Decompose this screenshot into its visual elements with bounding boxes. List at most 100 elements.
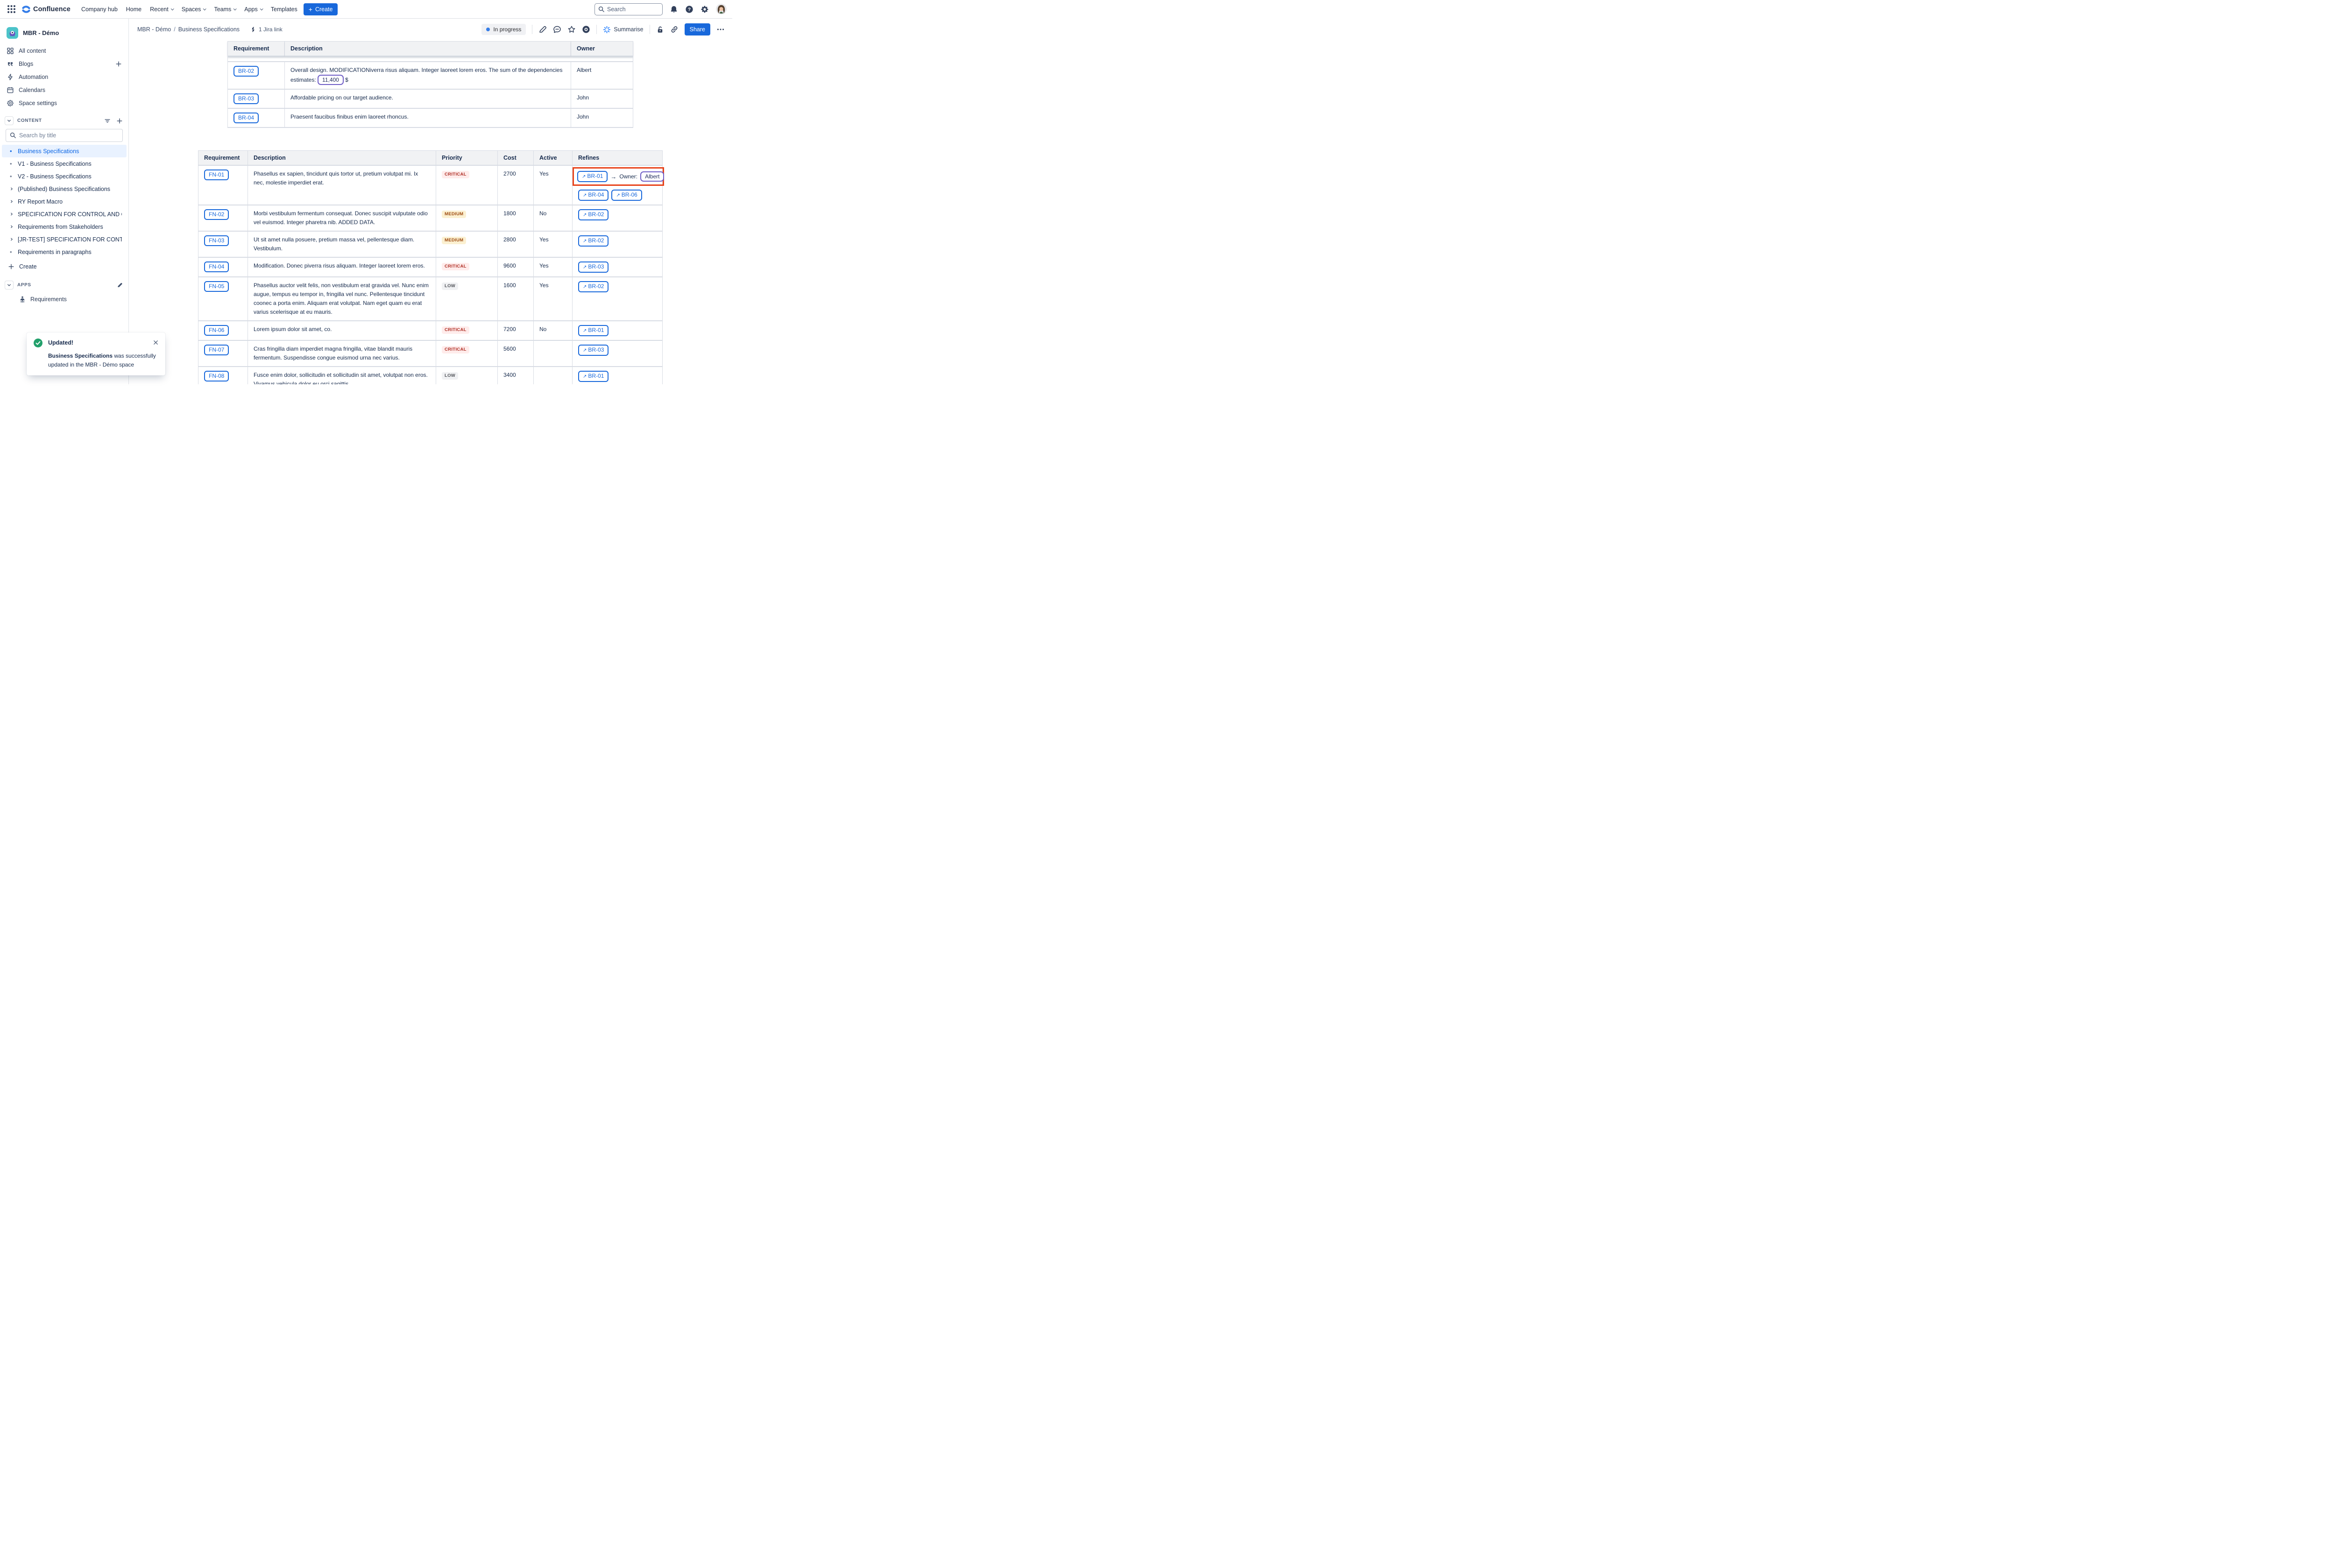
description-text: Ut sit amet nulla posuere, pretium massa… bbox=[254, 236, 415, 252]
app-switcher-button[interactable] bbox=[5, 3, 18, 16]
chevron-right-icon[interactable] bbox=[10, 212, 14, 216]
status-badge[interactable]: In progress bbox=[481, 24, 526, 35]
requirement-pill[interactable]: FN-07 bbox=[204, 345, 229, 355]
global-search bbox=[594, 3, 663, 15]
requirement-pill[interactable]: FN-01 bbox=[204, 170, 229, 180]
arrow-up-right-icon: ↗ bbox=[616, 193, 620, 198]
requirement-pill[interactable]: FN-03 bbox=[204, 235, 229, 246]
page-link-label: Business Specifications bbox=[18, 148, 79, 155]
refines-pill[interactable]: ↗ BR-01 bbox=[578, 325, 609, 336]
table-row: BR-02 Overall design. MODIFICATIONiverra … bbox=[227, 62, 633, 90]
edit-pencil-icon[interactable] bbox=[538, 25, 547, 34]
requirement-pill[interactable]: FN-08 bbox=[204, 371, 229, 381]
table-row: FN-03 Ut sit amet nulla posuere, pretium … bbox=[198, 232, 663, 258]
chevron-right-icon[interactable] bbox=[10, 187, 14, 191]
settings-gear-icon[interactable] bbox=[700, 5, 709, 14]
unlock-icon[interactable] bbox=[656, 26, 664, 34]
refines-pill[interactable]: ↗ BR-06 bbox=[611, 190, 642, 201]
topnav-item-apps[interactable]: Apps bbox=[240, 3, 267, 15]
sidebar-page-requirements-in-paragraphs[interactable]: • Requirements in paragraphs bbox=[2, 246, 127, 258]
sidebar-page-v2-business-specifications[interactable]: • V2 - Business Specifications bbox=[2, 170, 127, 183]
share-button[interactable]: Share bbox=[684, 23, 710, 35]
chevron-right-icon[interactable] bbox=[10, 237, 14, 241]
sidebar-item-blogs[interactable]: Blogs bbox=[0, 57, 128, 71]
column-header: Description bbox=[248, 150, 436, 166]
refines-pill[interactable]: ↗ BR-02 bbox=[578, 209, 609, 220]
confluence-logo[interactable]: Confluence bbox=[20, 5, 75, 14]
add-content-button[interactable] bbox=[116, 118, 123, 124]
arrow-up-right-icon: ↗ bbox=[583, 284, 587, 290]
refines-pill[interactable]: ↗ BR-02 bbox=[578, 235, 609, 247]
chevron-right-icon[interactable] bbox=[10, 225, 14, 229]
topnav-item-spaces[interactable]: Spaces bbox=[177, 3, 210, 15]
star-icon[interactable] bbox=[567, 25, 576, 34]
refines-pill[interactable]: ↗ BR-01 bbox=[578, 371, 609, 382]
sidebar-page-published-business-specifications[interactable]: (Published) Business Specifications bbox=[2, 183, 127, 195]
collapse-apps-button[interactable] bbox=[5, 281, 14, 290]
sidebar-page-specification-for-control-and-qualif[interactable]: SPECIFICATION FOR CONTROL AND QUALIF... bbox=[2, 208, 127, 220]
sidebar-create-button[interactable]: Create bbox=[0, 259, 128, 274]
help-icon[interactable]: ? bbox=[685, 5, 693, 14]
notifications-bell-icon[interactable] bbox=[670, 5, 678, 14]
sidebar-page-business-specifications[interactable]: • Business Specifications bbox=[2, 145, 127, 157]
requirement-pill[interactable]: FN-05 bbox=[204, 281, 229, 292]
svg-text:?: ? bbox=[688, 7, 691, 12]
comment-icon[interactable] bbox=[553, 25, 561, 34]
requirement-pill[interactable]: BR-02 bbox=[234, 66, 259, 77]
search-input[interactable] bbox=[594, 3, 663, 15]
summarise-button[interactable]: Summarise bbox=[603, 26, 644, 34]
space-header[interactable]: MBR - Démo bbox=[0, 24, 128, 44]
topnav-item-teams[interactable]: Teams bbox=[210, 3, 240, 15]
refines-pill[interactable]: ↗ BR-03 bbox=[578, 261, 609, 273]
sidebar-item-automation[interactable]: Automation bbox=[0, 71, 128, 84]
search-by-title-input[interactable] bbox=[6, 129, 123, 142]
breadcrumb-page-link[interactable]: Business Specifications bbox=[178, 26, 240, 33]
refines-pill[interactable]: ↗ BR-02 bbox=[578, 281, 609, 292]
filter-icon[interactable] bbox=[104, 118, 111, 124]
sidebar-app-requirements[interactable]: Requirements bbox=[0, 292, 128, 306]
sidebar-page-v1-business-specifications[interactable]: • V1 - Business Specifications bbox=[2, 157, 127, 170]
refines-pill[interactable]: ↗ BR-01 bbox=[577, 171, 608, 182]
arrow-up-right-icon: ↗ bbox=[583, 348, 587, 353]
topnav-item-templates[interactable]: Templates bbox=[267, 3, 302, 15]
cost-cell: 2700 bbox=[498, 166, 534, 205]
copy-link-icon[interactable] bbox=[670, 25, 679, 34]
watch-icon[interactable] bbox=[582, 25, 590, 34]
sidebar-page-ry-report-macro[interactable]: RY Report Macro bbox=[2, 195, 127, 208]
edit-apps-pencil-icon[interactable] bbox=[117, 282, 123, 288]
sidebar-page-requirements-from-stakeholders[interactable]: Requirements from Stakeholders bbox=[2, 220, 127, 233]
sidebar-page-jr-test-specification-for-control-a[interactable]: [JR-TEST] SPECIFICATION FOR CONTROL A... bbox=[2, 233, 127, 246]
page-link-label: Requirements in paragraphs bbox=[18, 248, 92, 255]
topnav-item-home[interactable]: Home bbox=[122, 3, 146, 15]
requirement-pill[interactable]: FN-02 bbox=[204, 209, 229, 220]
sidebar-item-calendars[interactable]: Calendars bbox=[0, 84, 128, 97]
close-icon[interactable] bbox=[153, 339, 159, 346]
user-avatar[interactable] bbox=[716, 4, 727, 14]
create-button[interactable]: + Create bbox=[303, 3, 338, 15]
requirement-pill[interactable]: FN-04 bbox=[204, 261, 229, 272]
collapse-content-button[interactable] bbox=[5, 116, 14, 125]
requirement-pill[interactable]: FN-06 bbox=[204, 325, 229, 336]
requirement-pill[interactable]: BR-03 bbox=[234, 93, 259, 104]
requirement-pill[interactable]: BR-04 bbox=[234, 113, 259, 123]
owner-chip[interactable]: Albert bbox=[640, 171, 665, 182]
jira-links-button[interactable]: 1 Jira link bbox=[250, 26, 283, 33]
add-blog-button[interactable] bbox=[115, 61, 122, 67]
toast-notification: Updated! Business Specifications was suc… bbox=[27, 332, 165, 376]
sidebar-item-space-settings[interactable]: Space settings bbox=[0, 97, 128, 110]
more-options-icon[interactable] bbox=[716, 25, 725, 34]
breadcrumb-space-link[interactable]: MBR - Démo bbox=[137, 26, 171, 33]
requirement-cell: FN-05 bbox=[198, 277, 248, 321]
description-text: Phasellus auctor velit felis, non vestib… bbox=[254, 282, 429, 315]
description-text: Affordable pricing on our target audienc… bbox=[290, 94, 393, 101]
topnav-item-company-hub[interactable]: Company hub bbox=[77, 3, 122, 15]
arrow-up-right-icon: ↗ bbox=[583, 212, 587, 218]
sidebar-item-all-content[interactable]: All content bbox=[0, 44, 128, 57]
search-icon bbox=[9, 132, 16, 139]
chevron-down-icon bbox=[233, 7, 237, 11]
chevron-right-icon[interactable] bbox=[10, 199, 14, 204]
refines-pill[interactable]: ↗ BR-04 bbox=[578, 190, 609, 201]
refines-pill[interactable]: ↗ BR-03 bbox=[578, 345, 609, 356]
topnav-item-recent[interactable]: Recent bbox=[146, 3, 177, 15]
estimate-chip[interactable]: 11,400 bbox=[318, 75, 344, 85]
